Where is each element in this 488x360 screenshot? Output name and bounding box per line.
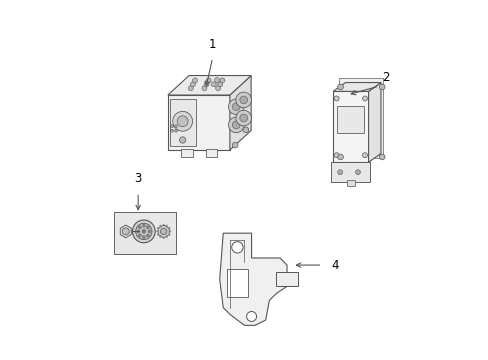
Circle shape: [177, 116, 188, 127]
Circle shape: [228, 99, 244, 114]
Circle shape: [337, 84, 343, 90]
Circle shape: [168, 227, 170, 229]
Circle shape: [239, 114, 247, 122]
Circle shape: [159, 237, 161, 238]
Circle shape: [142, 236, 145, 238]
Circle shape: [172, 111, 192, 131]
Circle shape: [246, 311, 256, 321]
Circle shape: [132, 220, 155, 243]
Circle shape: [203, 82, 209, 87]
Bar: [331, 162, 369, 182]
Circle shape: [214, 77, 219, 82]
Circle shape: [232, 121, 240, 129]
Bar: [114, 212, 176, 255]
Polygon shape: [120, 225, 131, 238]
Polygon shape: [229, 76, 251, 150]
Polygon shape: [276, 272, 297, 286]
Circle shape: [142, 230, 145, 233]
Circle shape: [135, 223, 152, 239]
Text: 1: 1: [208, 38, 216, 51]
Circle shape: [228, 117, 244, 133]
Circle shape: [379, 154, 384, 160]
Polygon shape: [332, 82, 380, 91]
Bar: [206, 149, 217, 157]
Circle shape: [355, 170, 360, 175]
Circle shape: [146, 234, 149, 237]
Circle shape: [146, 226, 149, 229]
Circle shape: [138, 234, 141, 237]
Circle shape: [166, 225, 167, 226]
Circle shape: [166, 237, 167, 238]
Circle shape: [215, 86, 220, 91]
Circle shape: [362, 96, 367, 101]
Circle shape: [170, 129, 173, 132]
Polygon shape: [158, 225, 169, 238]
Circle shape: [174, 125, 177, 127]
Circle shape: [192, 78, 197, 83]
Circle shape: [379, 84, 384, 90]
Bar: [336, 105, 364, 132]
Text: 4: 4: [331, 258, 338, 271]
Polygon shape: [167, 95, 229, 150]
Circle shape: [220, 78, 224, 83]
Circle shape: [142, 224, 145, 227]
Circle shape: [362, 153, 367, 158]
Circle shape: [163, 224, 164, 225]
Circle shape: [239, 96, 247, 104]
Polygon shape: [368, 82, 380, 162]
Polygon shape: [219, 233, 286, 325]
Circle shape: [168, 234, 170, 235]
Circle shape: [333, 153, 339, 158]
Circle shape: [235, 92, 251, 108]
Polygon shape: [339, 78, 383, 158]
Polygon shape: [167, 76, 251, 95]
Circle shape: [157, 227, 158, 229]
Circle shape: [170, 125, 173, 127]
Circle shape: [217, 82, 222, 87]
Circle shape: [188, 86, 193, 91]
Bar: [181, 149, 192, 157]
Bar: [346, 180, 355, 186]
Circle shape: [333, 96, 339, 101]
Circle shape: [159, 225, 161, 226]
Circle shape: [174, 129, 177, 132]
Text: 2: 2: [382, 71, 389, 84]
Circle shape: [235, 110, 251, 126]
Circle shape: [243, 127, 248, 133]
Circle shape: [122, 228, 129, 235]
Text: 3: 3: [134, 172, 142, 185]
Circle shape: [179, 137, 185, 143]
Circle shape: [137, 230, 139, 233]
Circle shape: [232, 103, 240, 111]
Polygon shape: [226, 269, 247, 297]
Circle shape: [163, 237, 164, 239]
Circle shape: [160, 228, 166, 235]
Circle shape: [169, 231, 171, 232]
Bar: [169, 99, 195, 145]
Circle shape: [156, 231, 157, 232]
Polygon shape: [332, 91, 368, 162]
Circle shape: [148, 230, 151, 233]
Circle shape: [202, 86, 206, 91]
Circle shape: [232, 142, 238, 148]
Circle shape: [337, 170, 342, 175]
Circle shape: [138, 226, 141, 229]
Circle shape: [157, 234, 158, 235]
Circle shape: [211, 82, 216, 87]
Circle shape: [206, 78, 211, 83]
Circle shape: [190, 82, 195, 87]
Circle shape: [231, 242, 243, 253]
Circle shape: [337, 154, 343, 160]
